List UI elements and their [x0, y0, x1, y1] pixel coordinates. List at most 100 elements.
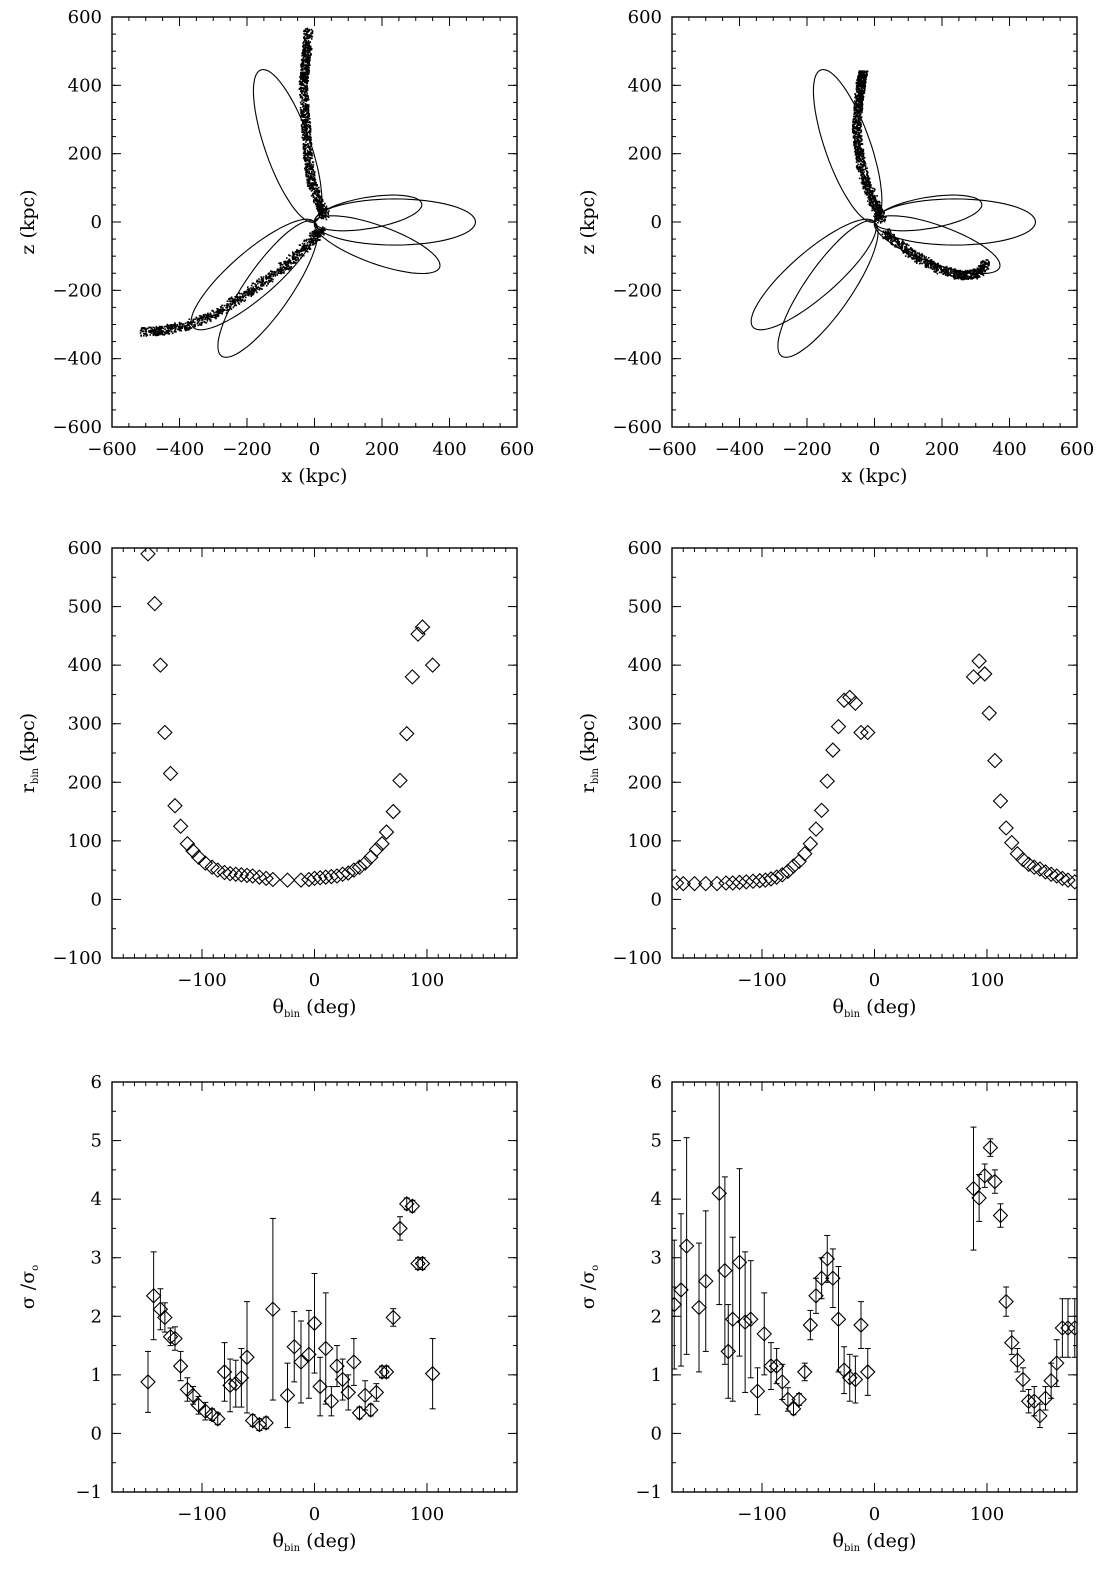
- particle-point: [239, 298, 242, 301]
- particle-point: [925, 258, 927, 260]
- diamond-point: [197, 855, 214, 871]
- particle-point: [267, 283, 269, 285]
- particle-point: [965, 271, 968, 273]
- particle-point: [307, 50, 310, 53]
- particle-point: [855, 149, 857, 152]
- particle-point: [301, 54, 303, 57]
- orbit-petal: [313, 194, 423, 232]
- particle-point: [856, 149, 858, 151]
- particle-point: [179, 329, 181, 332]
- particle-point: [307, 155, 309, 158]
- particle-point: [863, 73, 865, 76]
- particle-point: [207, 312, 209, 315]
- particle-point: [307, 98, 310, 101]
- particle-point: [980, 265, 982, 268]
- particle-point: [302, 131, 305, 134]
- particle-point: [911, 249, 914, 252]
- particle-point: [309, 117, 311, 120]
- particle-point: [199, 316, 202, 319]
- particle-point: [142, 327, 145, 329]
- particle-point: [172, 327, 175, 330]
- particle-point: [873, 197, 876, 200]
- particle-point: [301, 252, 303, 255]
- particle-point: [928, 262, 931, 265]
- particle-point: [300, 103, 303, 105]
- particle-point: [855, 95, 857, 98]
- particle-point: [302, 248, 305, 250]
- particle-point: [251, 292, 254, 295]
- particle-point: [185, 327, 187, 329]
- particle-point: [298, 254, 301, 257]
- particle-point: [882, 230, 885, 232]
- particle-point: [247, 294, 249, 296]
- particle-point: [307, 60, 309, 62]
- particle-point: [859, 136, 861, 139]
- particle-point: [305, 83, 308, 85]
- particle-point: [862, 149, 865, 151]
- particle-point: [194, 321, 196, 324]
- particle-point: [968, 276, 971, 279]
- diamond-point: [152, 657, 169, 673]
- particle-point: [972, 269, 974, 272]
- particle-point: [202, 319, 204, 321]
- particle-point: [209, 315, 211, 317]
- particle-point: [957, 275, 959, 277]
- particle-point: [179, 325, 181, 327]
- particle-point: [858, 101, 860, 104]
- particle-point: [304, 121, 306, 123]
- particle-point: [307, 111, 310, 113]
- particle-point: [876, 203, 879, 205]
- x-tick-label: 0: [309, 439, 320, 460]
- particle-point: [911, 252, 914, 254]
- particle-point: [861, 176, 864, 179]
- particle-point: [857, 86, 859, 89]
- particle-point: [868, 177, 870, 180]
- particle-point: [325, 213, 327, 216]
- particle-point: [316, 233, 319, 235]
- particle-point: [262, 284, 265, 287]
- particle-point: [283, 271, 285, 273]
- particle-point: [864, 165, 867, 167]
- particle-point: [962, 273, 965, 275]
- particle-point: [207, 317, 210, 320]
- particle-point: [856, 129, 858, 131]
- particle-point: [290, 262, 292, 265]
- particle-point: [311, 233, 313, 235]
- x-axis-label: x (kpc): [842, 465, 908, 487]
- particle-point: [976, 277, 978, 280]
- particle-point: [301, 247, 303, 249]
- particle-point: [299, 90, 302, 93]
- particle-point: [156, 334, 158, 337]
- particle-point: [234, 302, 236, 304]
- particle-point: [300, 76, 302, 78]
- particle-point: [859, 127, 861, 130]
- diamond-point: [162, 765, 179, 782]
- particle-point: [854, 147, 857, 149]
- particle-point: [855, 152, 857, 154]
- diamond-point: [392, 772, 408, 789]
- particle-point: [315, 190, 318, 192]
- particle-point: [228, 309, 230, 311]
- particle-point: [924, 262, 926, 264]
- particle-point: [861, 99, 864, 102]
- particle-point: [175, 325, 178, 328]
- particle-point: [322, 226, 324, 228]
- particle-point: [321, 199, 323, 201]
- particle-point: [309, 136, 311, 138]
- particle-point: [882, 231, 885, 234]
- particle-point: [302, 116, 304, 118]
- particle-point: [303, 67, 306, 69]
- particle-point: [857, 155, 860, 158]
- particle-point: [934, 262, 936, 265]
- particle-point: [984, 269, 987, 272]
- particle-point: [304, 54, 306, 56]
- particle-point: [307, 73, 310, 75]
- particle-point: [862, 84, 864, 86]
- particle-point: [884, 232, 886, 235]
- particle-point: [312, 200, 315, 203]
- particle-point: [865, 76, 867, 79]
- particle-point: [858, 71, 861, 74]
- particle-point: [283, 262, 286, 265]
- particle-point: [879, 210, 882, 213]
